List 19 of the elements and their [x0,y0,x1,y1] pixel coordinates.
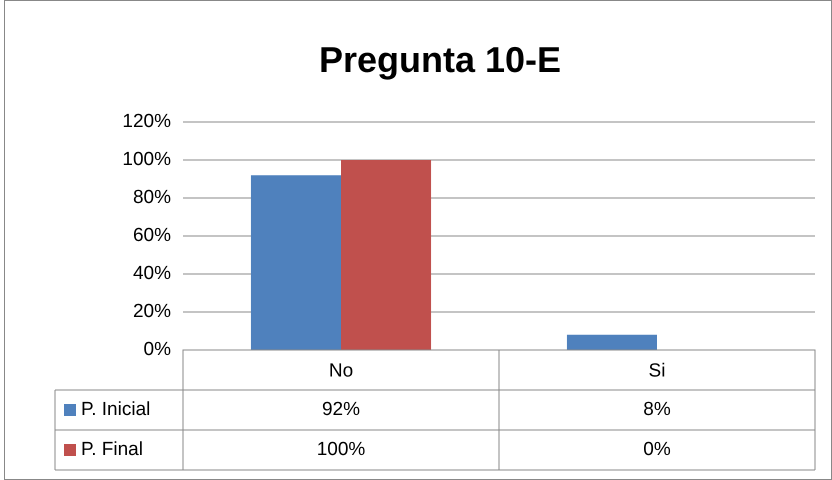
bar [341,160,432,350]
legend-label: P. Final [81,439,143,460]
legend-label: P. Inicial [81,399,150,420]
y-tick-label: 80% [132,187,172,208]
x-tick-label: No [328,360,354,382]
x-tick-label: Si [648,360,666,382]
y-tick-label: 0% [144,339,172,360]
data-label: 92% [322,399,360,420]
data-label: 100% [316,439,366,460]
bar [566,334,657,350]
data-label: 8% [643,399,671,420]
y-tick-label: 20% [132,301,172,322]
data-label: 0% [643,439,671,460]
bar [250,175,341,350]
y-tick-label: 60% [132,225,172,246]
y-tick-label: 100% [122,149,172,170]
chart-title: Pregunta 10-E [318,38,562,80]
y-tick-label: 40% [132,263,172,284]
y-tick-label: 120% [122,111,172,132]
